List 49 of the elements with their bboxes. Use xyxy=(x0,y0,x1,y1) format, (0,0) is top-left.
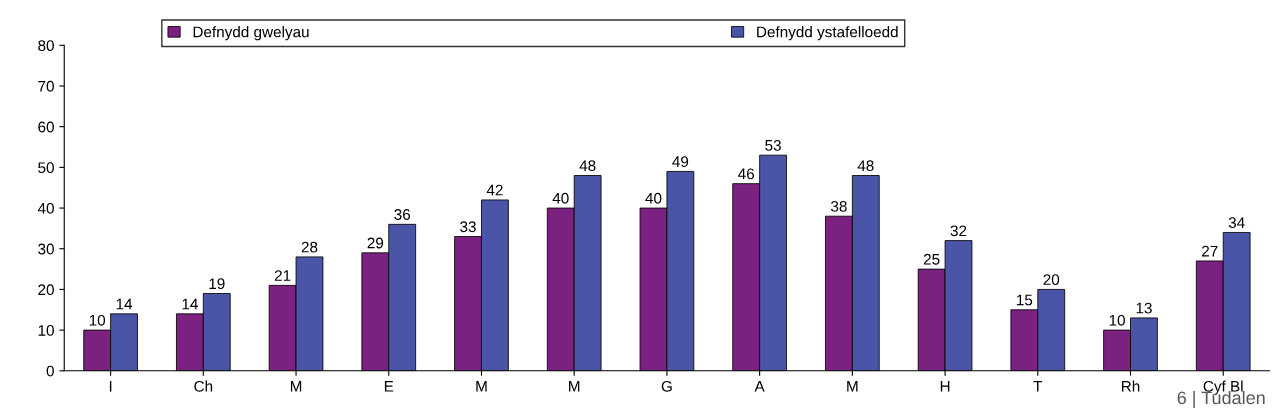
data-label: 10 xyxy=(1109,314,1125,326)
x-tick-label: M xyxy=(569,381,580,392)
x-tick-label: M xyxy=(476,381,487,392)
data-label: 25 xyxy=(923,253,940,265)
data-label: 32 xyxy=(950,225,967,237)
data-label: 19 xyxy=(209,278,225,290)
legend-label: Defnydd ystafelloedd xyxy=(757,26,898,41)
y-tick-label: 0 xyxy=(46,365,54,377)
x-tick-label: H xyxy=(940,381,950,392)
legend-label: Defnydd gwelyau xyxy=(193,26,309,41)
data-label: 29 xyxy=(367,237,384,249)
data-label: 36 xyxy=(394,209,411,220)
y-tick-label: 10 xyxy=(38,324,54,336)
data-label: 48 xyxy=(579,160,596,172)
y-tick-label: 70 xyxy=(38,80,54,92)
y-tick-label: 80 xyxy=(38,40,54,52)
data-label: 14 xyxy=(182,298,198,310)
y-tick-label: 60 xyxy=(38,121,54,133)
x-tick-label: T xyxy=(1033,381,1043,392)
data-label: 40 xyxy=(552,192,569,204)
x-tick-label: Rh xyxy=(1121,380,1140,392)
x-tick-label: Ch xyxy=(194,380,213,392)
data-label: 15 xyxy=(1017,294,1033,306)
data-label: 48 xyxy=(857,160,874,172)
data-label: 28 xyxy=(301,241,318,253)
x-tick-label: A xyxy=(754,381,765,392)
x-tick-label: I xyxy=(109,381,112,392)
y-tick-label: 40 xyxy=(37,202,54,214)
data-label: 46 xyxy=(738,168,755,180)
data-label: 21 xyxy=(274,270,291,281)
data-label: 10 xyxy=(89,314,106,326)
data-label: 40 xyxy=(645,192,662,204)
data-label: 34 xyxy=(1228,217,1245,229)
data-label: 14 xyxy=(116,298,133,310)
y-tick-label: 20 xyxy=(38,284,54,296)
x-tick-label: G xyxy=(661,380,672,392)
x-tick-label: M xyxy=(290,381,302,392)
data-label: 42 xyxy=(486,184,503,196)
data-label: 13 xyxy=(1136,302,1152,314)
x-tick-label: E xyxy=(384,381,394,392)
x-tick-label: M xyxy=(847,381,858,392)
data-label: 27 xyxy=(1202,245,1218,257)
data-label: 53 xyxy=(765,139,781,151)
data-label: 33 xyxy=(460,221,476,233)
data-label: 38 xyxy=(830,200,847,212)
data-label: 49 xyxy=(672,156,689,168)
y-tick-label: 50 xyxy=(38,162,54,174)
data-label: 20 xyxy=(1043,274,1060,286)
y-tick-label: 30 xyxy=(38,243,54,255)
